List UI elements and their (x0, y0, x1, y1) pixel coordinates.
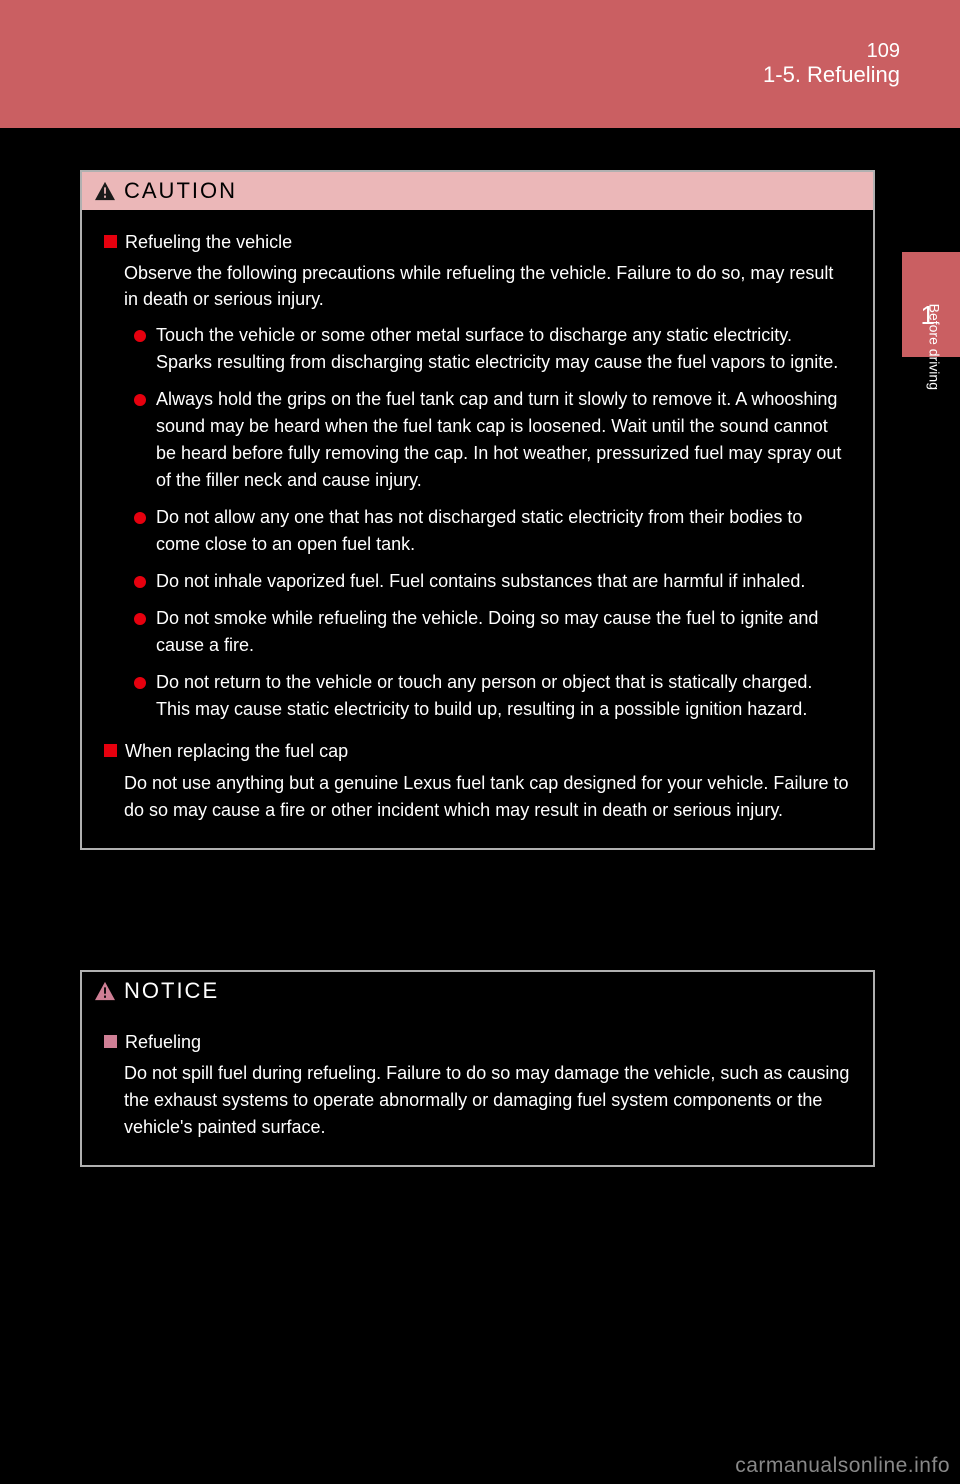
bullet-text: Do not return to the vehicle or touch an… (156, 669, 851, 723)
page-number: 109 (867, 40, 900, 63)
bullet-icon (134, 512, 146, 524)
warning-icon (94, 181, 116, 201)
heading-text: Refueling (125, 1030, 201, 1054)
square-bullet-icon (104, 744, 117, 757)
square-bullet-icon (104, 1035, 117, 1048)
caution-lead-text: Observe the following precautions while … (104, 260, 851, 312)
caution-bullet: Touch the vehicle or some other metal su… (104, 322, 851, 376)
caution-bullet: Do not inhale vaporized fuel. Fuel conta… (104, 568, 851, 595)
notice-title: NOTICE (124, 978, 219, 1004)
bullet-icon (134, 677, 146, 689)
bullet-text: Always hold the grips on the fuel tank c… (156, 386, 851, 494)
bullet-text: Touch the vehicle or some other metal su… (156, 322, 851, 376)
caution-bullet: Do not allow any one that has not discha… (104, 504, 851, 558)
section-title: 1-5. Refueling (763, 62, 900, 88)
heading-text: Refueling the vehicle (125, 230, 292, 254)
bullet-icon (134, 394, 146, 406)
caution-section-heading: Refueling the vehicle (104, 230, 851, 254)
heading-text: When replacing the fuel cap (125, 739, 348, 763)
caution-box: CAUTION Refueling the vehicle Observe th… (80, 170, 875, 850)
bullet-text: Do not allow any one that has not discha… (156, 504, 851, 558)
notice-icon (94, 981, 116, 1001)
watermark: carmanualsonline.info (735, 1454, 950, 1478)
bullet-icon (134, 613, 146, 625)
bullet-text: Do not inhale vaporized fuel. Fuel conta… (156, 568, 805, 595)
notice-body-text: Do not spill fuel during refueling. Fail… (104, 1060, 851, 1141)
chapter-tab-label: Before driving (926, 304, 942, 390)
notice-header: NOTICE (82, 972, 873, 1010)
square-bullet-icon (104, 235, 117, 248)
bullet-icon (134, 576, 146, 588)
caution-body-text: Do not use anything but a genuine Lexus … (104, 770, 851, 824)
caution-body: Refueling the vehicle Observe the follow… (82, 210, 873, 848)
caution-bullet: Always hold the grips on the fuel tank c… (104, 386, 851, 494)
notice-body: Refueling Do not spill fuel during refue… (82, 1010, 873, 1165)
caution-bullet: Do not smoke while refueling the vehicle… (104, 605, 851, 659)
bullet-text: Do not smoke while refueling the vehicle… (156, 605, 851, 659)
caution-section-heading: When replacing the fuel cap (104, 739, 851, 763)
notice-box: NOTICE Refueling Do not spill fuel durin… (80, 970, 875, 1167)
caution-title: CAUTION (124, 178, 237, 204)
notice-section-heading: Refueling (104, 1030, 851, 1054)
caution-bullet: Do not return to the vehicle or touch an… (104, 669, 851, 723)
bullet-icon (134, 330, 146, 342)
caution-header: CAUTION (82, 172, 873, 210)
